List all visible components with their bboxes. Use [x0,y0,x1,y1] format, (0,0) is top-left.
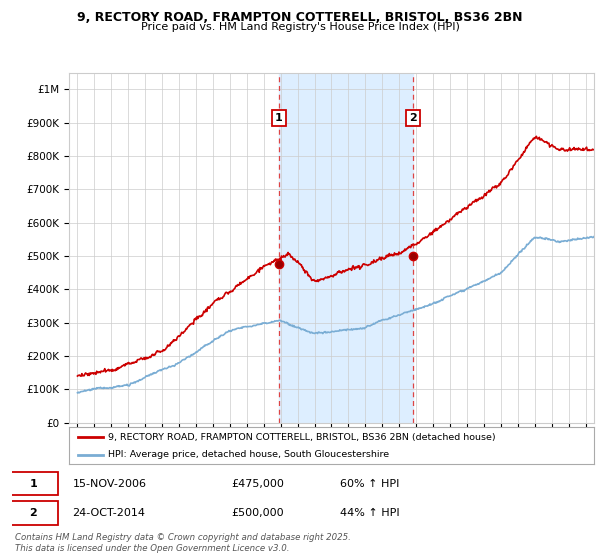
Text: 9, RECTORY ROAD, FRAMPTON COTTERELL, BRISTOL, BS36 2BN (detached house): 9, RECTORY ROAD, FRAMPTON COTTERELL, BRI… [109,433,496,442]
Text: Price paid vs. HM Land Registry's House Price Index (HPI): Price paid vs. HM Land Registry's House … [140,22,460,32]
Text: 60% ↑ HPI: 60% ↑ HPI [340,479,400,489]
Text: Contains HM Land Registry data © Crown copyright and database right 2025.
This d: Contains HM Land Registry data © Crown c… [15,533,351,553]
Text: 1: 1 [29,479,37,489]
Text: HPI: Average price, detached house, South Gloucestershire: HPI: Average price, detached house, Sout… [109,450,389,459]
Text: 2: 2 [29,508,37,518]
Text: 44% ↑ HPI: 44% ↑ HPI [340,508,400,518]
Text: £500,000: £500,000 [231,508,284,518]
Bar [278,73,413,423]
FancyBboxPatch shape [9,502,58,525]
FancyBboxPatch shape [9,472,58,495]
Text: 1: 1 [275,113,283,123]
Text: £475,000: £475,000 [231,479,284,489]
Text: 9, RECTORY ROAD, FRAMPTON COTTERELL, BRISTOL, BS36 2BN: 9, RECTORY ROAD, FRAMPTON COTTERELL, BRI… [77,11,523,24]
Text: 2: 2 [409,113,416,123]
Text: 24-OCT-2014: 24-OCT-2014 [73,508,145,518]
Text: 15-NOV-2006: 15-NOV-2006 [73,479,146,489]
